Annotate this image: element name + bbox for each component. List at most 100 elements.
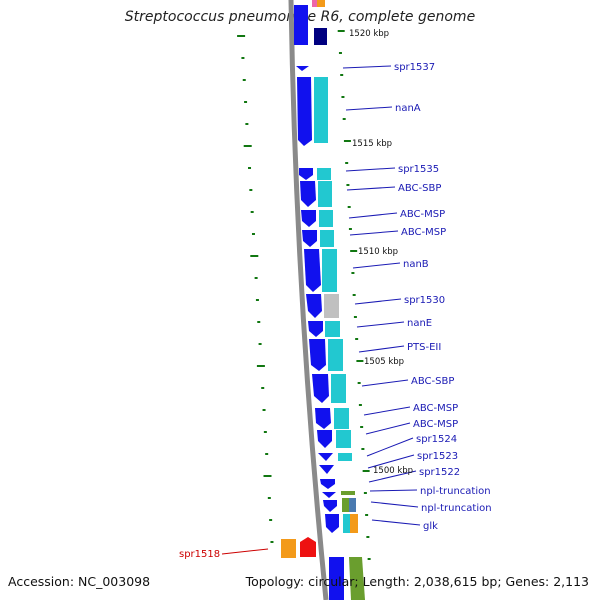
- cog-nanB: [322, 249, 337, 292]
- scale-tick: [242, 79, 246, 81]
- cog-nanE: [325, 321, 340, 337]
- gene-label-ABC-SBP[interactable]: ABC-SBP: [411, 376, 454, 387]
- gene-label-nanB[interactable]: nanB: [403, 259, 429, 270]
- gene-spr1535[interactable]: [299, 168, 313, 180]
- scale-tick: [340, 74, 344, 76]
- cog-ABC-SBP: [318, 181, 332, 207]
- scale-tick: [249, 189, 253, 191]
- kbp-label: 1505 kbp: [364, 357, 404, 367]
- gene-label-npl-truncation[interactable]: npl-truncation: [420, 486, 491, 497]
- gene-nanA[interactable]: [297, 77, 312, 146]
- leader-line: [349, 230, 399, 236]
- gene-label-PTS-EII[interactable]: PTS-EII: [407, 342, 441, 353]
- cog-spr1524: [338, 453, 352, 461]
- gene-label-spr1523[interactable]: spr1523: [417, 451, 458, 462]
- leader-line: [367, 454, 415, 469]
- scale-tick: [367, 558, 371, 560]
- cog-nanA: [314, 77, 328, 143]
- gene-npl-truncation-1[interactable]: [322, 492, 336, 498]
- gene-spr1524[interactable]: [318, 453, 333, 461]
- scale-tick: [366, 536, 370, 538]
- gene-glk[interactable]: [325, 514, 339, 533]
- scale-tick: [263, 475, 272, 477]
- gene-label-nanA[interactable]: nanA: [395, 103, 421, 114]
- gene-label-ABC-MSP[interactable]: ABC-MSP: [400, 209, 445, 220]
- gene-spr1530[interactable]: [306, 294, 322, 318]
- gene-ABC-MSP-2[interactable]: [302, 230, 317, 247]
- cog-ABC-MSP-4: [336, 430, 351, 448]
- scale-tick: [357, 382, 361, 384]
- gene-label-glk[interactable]: glk: [423, 521, 438, 532]
- scale-tick: [353, 316, 357, 318]
- cog-npl-truncation-2b: [349, 498, 356, 512]
- scale-tick: [251, 233, 255, 235]
- scale-tick: [241, 57, 245, 59]
- kbp-label: 1515 kbp: [352, 139, 392, 149]
- gene-nanE[interactable]: [308, 321, 323, 337]
- gene-fragment-top-2: [317, 0, 325, 7]
- leader-line: [352, 262, 401, 269]
- gene-spr1522[interactable]: [320, 479, 335, 489]
- gene-npl-truncation-2[interactable]: [323, 500, 337, 512]
- scale-tick: [254, 277, 258, 279]
- kbp-label: 1500 kbp: [373, 466, 413, 476]
- scale-tick: [255, 299, 259, 301]
- scale-tick: [265, 453, 269, 455]
- scale-tick: [352, 294, 356, 296]
- scale-tick: [358, 404, 362, 406]
- leader-line: [363, 406, 411, 416]
- gene-spr1537[interactable]: [296, 66, 309, 71]
- scale-tick: [360, 426, 364, 428]
- scale-tick: [362, 470, 370, 472]
- scale-tick: [347, 206, 351, 208]
- gene-PTS-EII[interactable]: [309, 339, 326, 371]
- cog-npl-truncation-1: [341, 491, 355, 495]
- gene-label-spr1530[interactable]: spr1530: [404, 295, 445, 306]
- scale-tick: [245, 123, 249, 125]
- gene-label-spr1522[interactable]: spr1522: [419, 467, 460, 478]
- gene-ABC-MSP-3[interactable]: [315, 408, 331, 429]
- gene-label-spr1535[interactable]: spr1535: [398, 164, 439, 175]
- gene-label-npl-truncation[interactable]: npl-truncation: [421, 503, 492, 514]
- gene-ABC-SBP-2[interactable]: [312, 374, 329, 403]
- scale-tick: [348, 228, 352, 230]
- leader-line: [356, 321, 405, 328]
- cog-glk-2: [350, 514, 358, 533]
- leader-line: [354, 298, 402, 305]
- gene-label-ABC-MSP[interactable]: ABC-MSP: [413, 419, 458, 430]
- gene-ABC-MSP-1[interactable]: [301, 210, 316, 227]
- scale-tick: [270, 541, 274, 543]
- scale-tick: [337, 30, 345, 32]
- leader-line: [221, 548, 269, 555]
- gene-nanB[interactable]: [304, 249, 321, 292]
- scale-tick: [250, 255, 259, 257]
- label-leaders: [221, 65, 421, 555]
- cog-glk: [343, 514, 350, 533]
- scale-tick: [343, 140, 351, 142]
- cog-ABC-SBP-2: [331, 374, 346, 403]
- kbp-label: 1510 kbp: [358, 247, 398, 257]
- scale-tick: [257, 321, 261, 323]
- gene-label-ABC-MSP[interactable]: ABC-MSP: [401, 227, 446, 238]
- gene-label-ABC-SBP[interactable]: ABC-SBP: [398, 183, 441, 194]
- gene-spr1523[interactable]: [319, 465, 334, 474]
- gene-ABC-MSP-4[interactable]: [317, 430, 332, 448]
- gene-label-spr1518[interactable]: spr1518: [179, 549, 220, 560]
- gene-spr1518[interactable]: [300, 537, 316, 557]
- tick-scale: [237, 30, 371, 560]
- gene-ABC-SBP[interactable]: [300, 181, 316, 207]
- gene-label-ABC-MSP[interactable]: ABC-MSP: [413, 403, 458, 414]
- gene-fragment-top-3: [294, 5, 308, 45]
- leader-line: [366, 437, 414, 457]
- scale-tick: [261, 387, 265, 389]
- scale-tick: [345, 162, 349, 164]
- cog-npl-truncation-2: [342, 498, 349, 512]
- gene-label-nanE[interactable]: nanE: [407, 318, 432, 329]
- gene-spr1518-orange[interactable]: [281, 539, 296, 558]
- gene-label-spr1537[interactable]: spr1537: [394, 62, 435, 73]
- gene-label-spr1524[interactable]: spr1524: [416, 434, 457, 445]
- scale-tick: [363, 492, 367, 494]
- leader-line: [342, 65, 392, 69]
